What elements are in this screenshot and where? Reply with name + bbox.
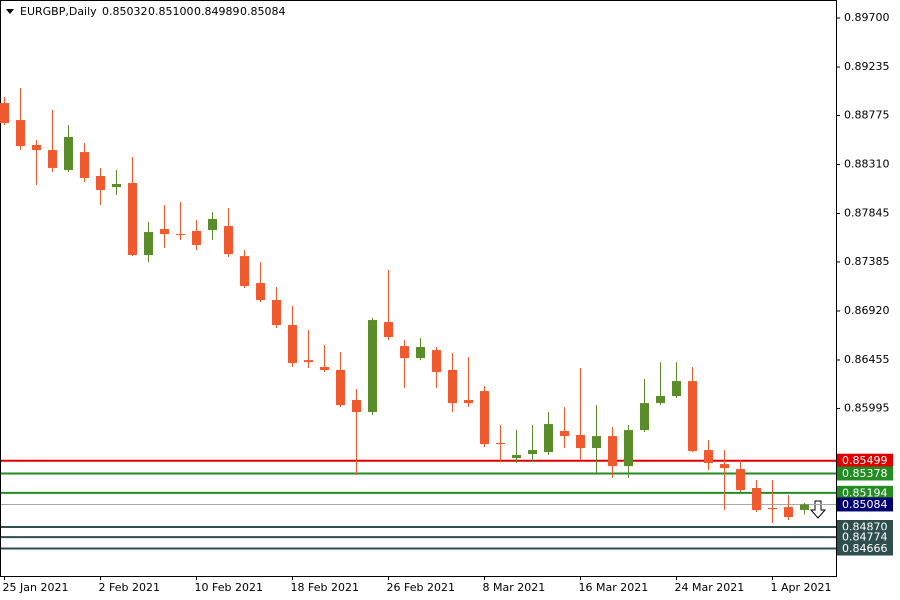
candle-body [400, 346, 409, 359]
candle-body [16, 120, 25, 147]
sell-arrow-icon [809, 500, 827, 519]
y-tick-label: 0.86920 [844, 304, 890, 317]
header-value: 0.85100 [148, 5, 194, 18]
y-tick-label: 0.88775 [844, 108, 890, 121]
candle-body [112, 183, 121, 188]
y-tick-label: 0.87385 [844, 255, 890, 268]
x-tick-label: 24 Mar 2021 [675, 581, 745, 594]
candle-body [256, 283, 265, 301]
candle-body [64, 136, 73, 170]
candle-body [160, 228, 169, 235]
plot-frame [0, 0, 837, 577]
candle-body [0, 103, 9, 123]
x-tick-label: 1 Apr 2021 [771, 581, 832, 594]
price-level-label: 0.85378 [842, 467, 888, 480]
x-tick-label: 8 Mar 2021 [483, 581, 546, 594]
candle-body [384, 322, 393, 338]
candle-body [368, 320, 377, 413]
candle-body [432, 350, 441, 372]
y-tick-label: 0.89235 [844, 60, 890, 73]
candle-body [784, 507, 793, 517]
candle-body [240, 256, 249, 286]
candle-body [48, 150, 57, 168]
candle-body [96, 175, 105, 190]
candle-body [672, 381, 681, 397]
candle-body [544, 424, 553, 453]
header-value: 0.85084 [240, 5, 286, 18]
menu-arrow[interactable] [6, 9, 14, 14]
candle-body [496, 443, 505, 445]
chart-title: EURGBP,Daily [20, 5, 97, 18]
candle-body [800, 504, 809, 510]
candle-body [592, 436, 601, 449]
price-level-box [837, 466, 893, 481]
price-level-box [837, 485, 893, 500]
candle-body [656, 396, 665, 404]
candle-body [720, 464, 729, 469]
candle-body [352, 400, 361, 413]
y-tick-label: 0.88310 [844, 157, 890, 170]
candle-body [528, 450, 537, 455]
price-level-box [837, 453, 893, 468]
candle-body [32, 145, 41, 151]
candle-body [624, 430, 633, 467]
candle-body [608, 436, 617, 467]
candle-body [752, 488, 761, 511]
x-tick-label: 16 Mar 2021 [579, 581, 649, 594]
candle-body [688, 381, 697, 452]
price-level-label: 0.84774 [842, 531, 888, 544]
candle-body [416, 347, 425, 359]
y-tick-label: 0.85995 [844, 401, 890, 414]
candle-body [128, 183, 137, 256]
x-tick-label: 10 Feb 2021 [195, 581, 263, 594]
y-tick-label: 0.89700 [844, 11, 890, 24]
x-tick-label: 26 Feb 2021 [387, 581, 455, 594]
candle-body [224, 226, 233, 255]
candle-body [768, 508, 777, 510]
candle-body [576, 435, 585, 449]
candle-body [336, 369, 345, 406]
candle-body [80, 152, 89, 178]
price-level-box [837, 497, 893, 512]
y-tick-label: 0.87845 [844, 206, 890, 219]
price-level-label: 0.84666 [842, 542, 888, 555]
candle-body [320, 367, 329, 370]
candle-body [144, 232, 153, 256]
candle-body [464, 400, 473, 404]
header-values: 0.85032 0.85100 0.84989 0.85084 [102, 5, 286, 18]
candle-body [640, 403, 649, 431]
price-level-label: 0.85499 [842, 454, 888, 467]
candle-body [480, 391, 489, 445]
candle-body [176, 234, 185, 236]
y-tick-label: 0.86455 [844, 353, 890, 366]
candle-body [192, 230, 201, 246]
candle-body [288, 324, 297, 364]
candle-body [560, 430, 569, 437]
candle-body [736, 469, 745, 491]
x-tick-label: 25 Jan 2021 [3, 581, 69, 594]
price-level-box [837, 541, 893, 556]
header-value: 0.84989 [194, 5, 240, 18]
candle-body [448, 369, 457, 404]
price-level-label: 0.85084 [842, 498, 888, 511]
candle-body [512, 455, 521, 459]
x-tick-label: 18 Feb 2021 [291, 581, 359, 594]
x-tick-label: 2 Feb 2021 [99, 581, 160, 594]
price-level-box [837, 530, 893, 545]
header-value: 0.85032 [102, 5, 148, 18]
candle-body [304, 360, 313, 363]
price-level-label: 0.85194 [842, 486, 888, 499]
candle-body [272, 300, 281, 325]
candle-body [704, 450, 713, 464]
candle-body [208, 218, 217, 231]
